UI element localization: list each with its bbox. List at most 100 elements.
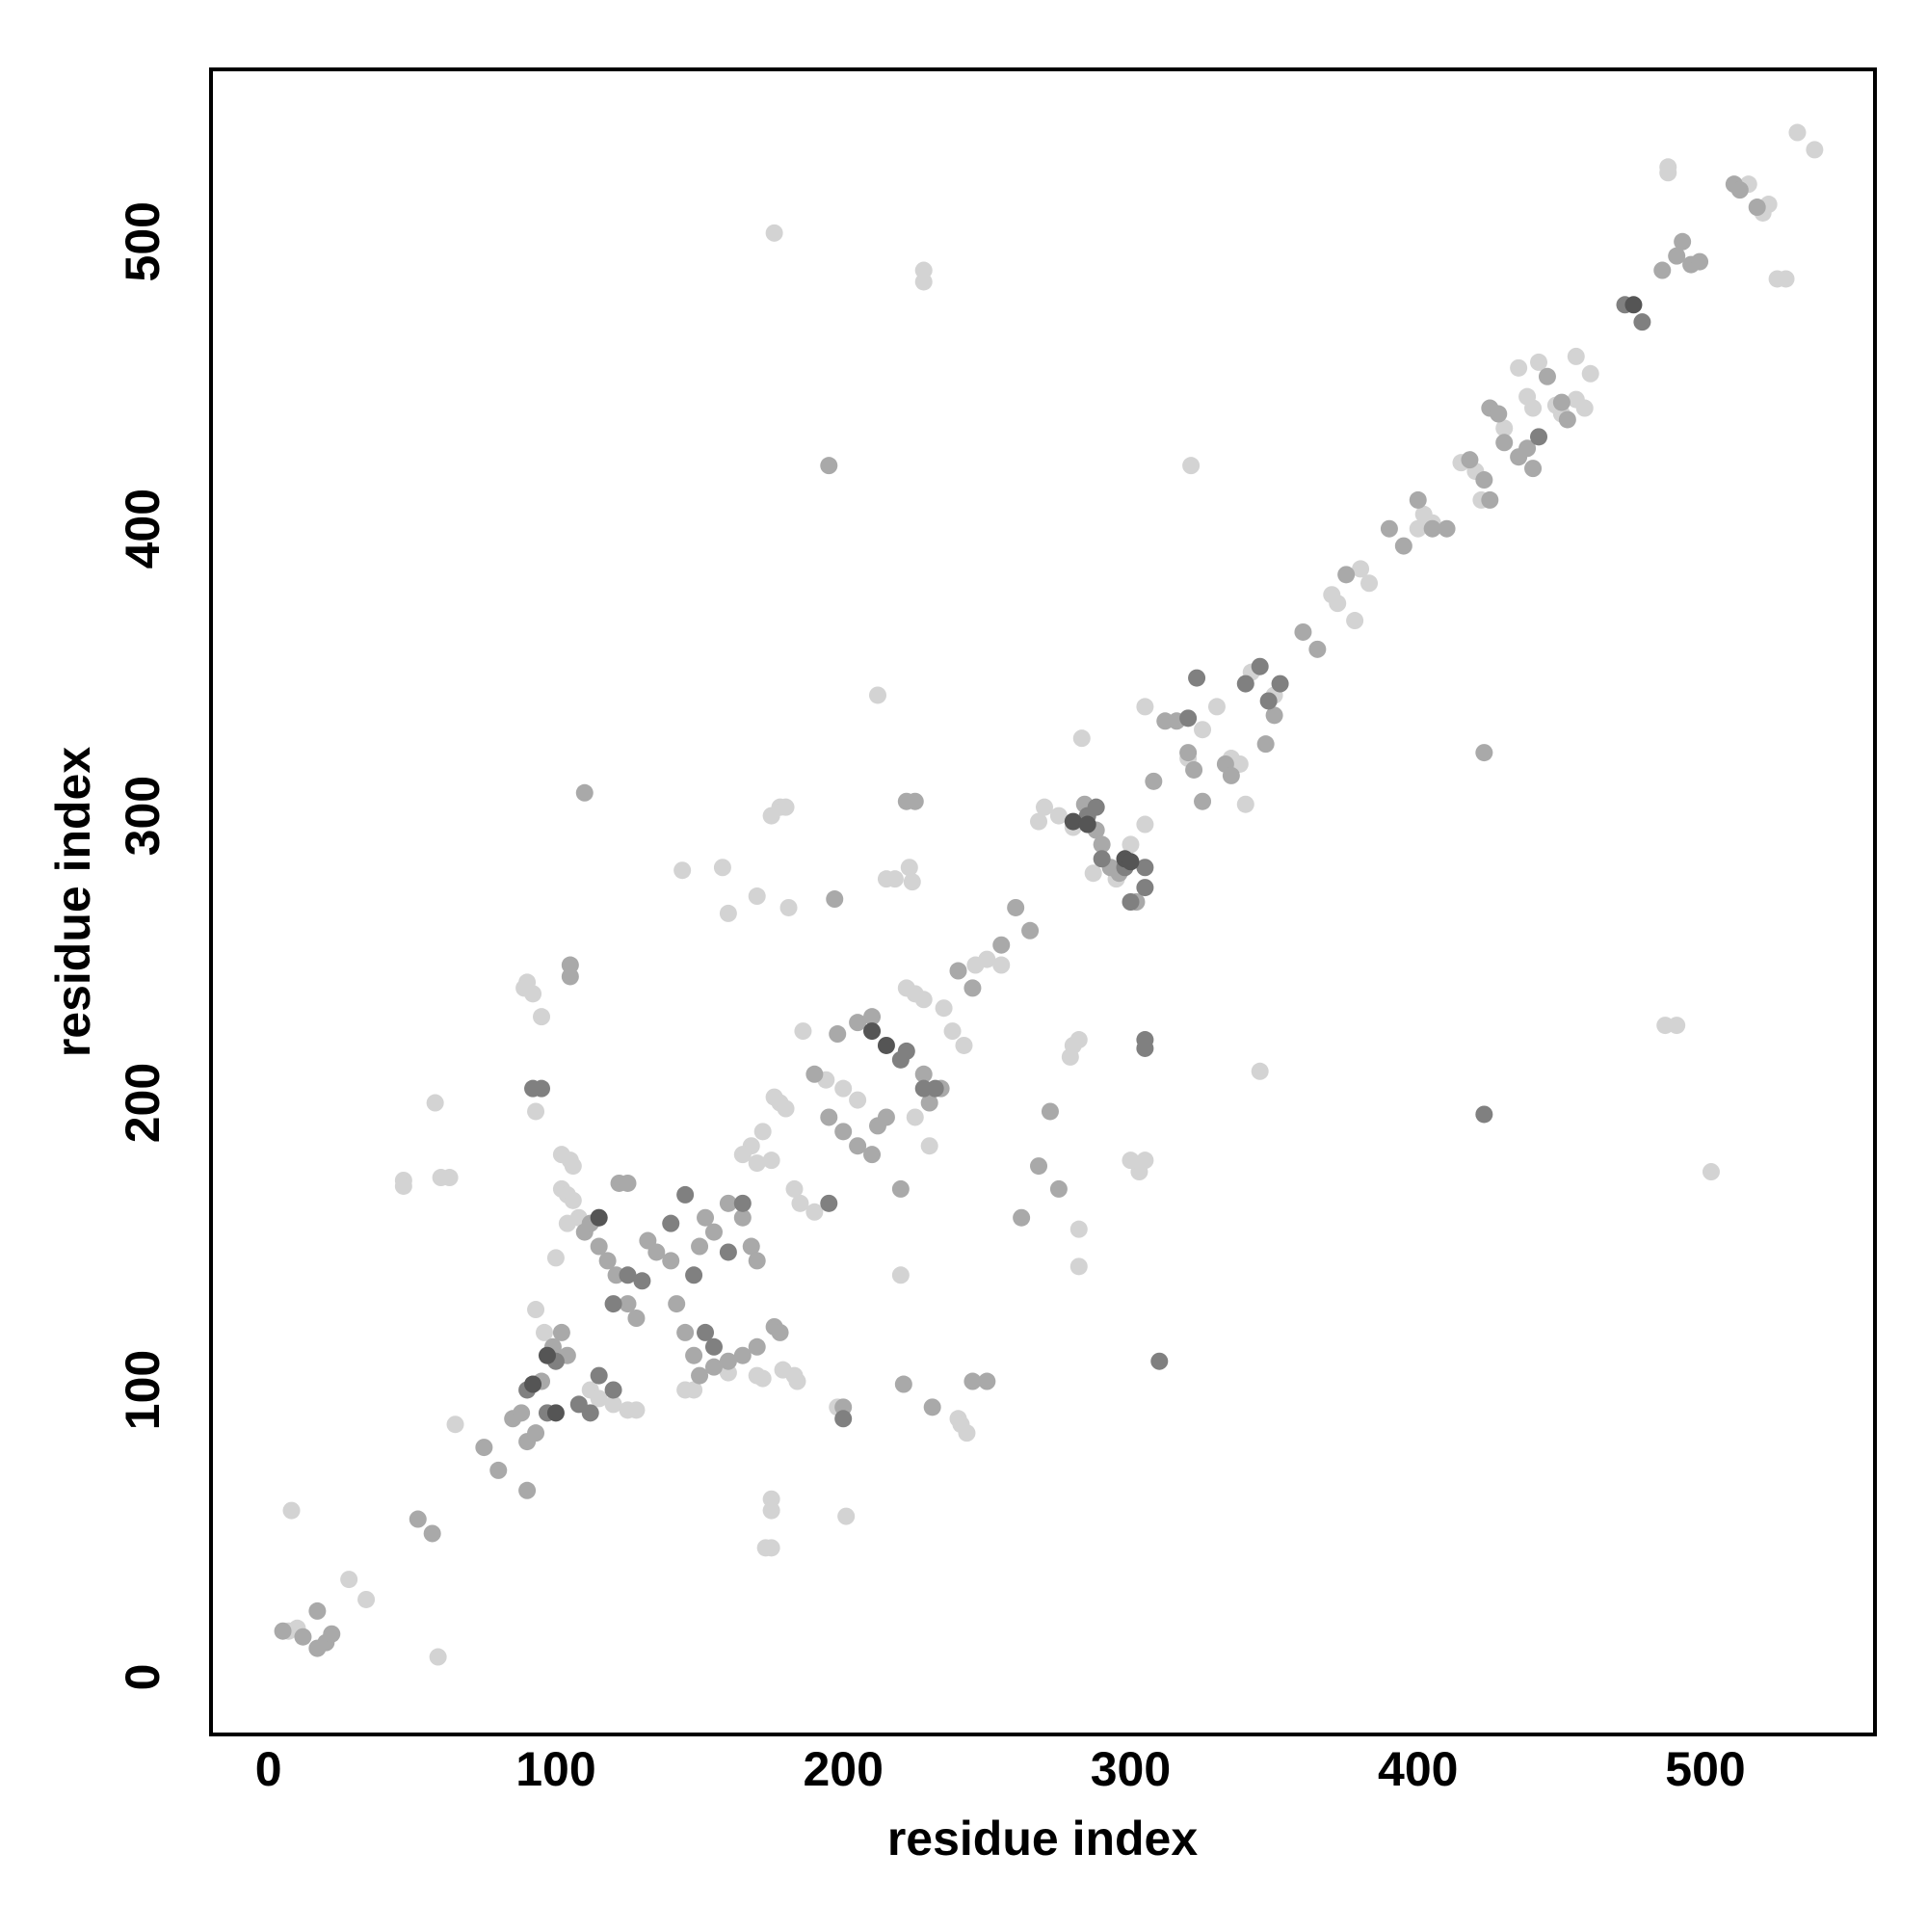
point xyxy=(748,1252,766,1270)
point xyxy=(676,1323,695,1341)
point xyxy=(777,798,795,816)
point xyxy=(1575,399,1594,417)
point xyxy=(923,1398,941,1416)
point xyxy=(1530,428,1548,446)
point xyxy=(426,1094,444,1112)
y-tick-label: 400 xyxy=(116,489,170,569)
point xyxy=(619,1174,637,1192)
point xyxy=(906,792,924,810)
point xyxy=(394,1177,412,1195)
point xyxy=(1352,560,1370,578)
point xyxy=(704,1337,723,1356)
x-tick-label: 0 xyxy=(255,1742,282,1796)
point xyxy=(489,1461,508,1479)
point xyxy=(1136,815,1154,834)
point xyxy=(1668,1017,1686,1035)
point xyxy=(1659,158,1677,176)
point xyxy=(733,1146,752,1164)
point xyxy=(1329,595,1347,613)
point xyxy=(691,1237,709,1256)
point xyxy=(742,1237,760,1256)
point xyxy=(604,1395,622,1414)
point xyxy=(1271,675,1289,693)
point xyxy=(668,1295,686,1313)
point xyxy=(704,1223,723,1241)
y-tick-label: 300 xyxy=(116,776,170,856)
point xyxy=(877,1108,895,1126)
point xyxy=(518,1481,537,1499)
point xyxy=(697,1323,715,1341)
point xyxy=(920,1094,938,1112)
point xyxy=(1518,439,1537,458)
point xyxy=(662,1214,680,1232)
point xyxy=(524,985,542,1003)
point xyxy=(1624,296,1643,314)
point xyxy=(1069,1257,1088,1276)
point xyxy=(1182,457,1201,475)
point xyxy=(704,1358,723,1376)
point xyxy=(1481,490,1499,509)
point xyxy=(1668,247,1686,265)
point xyxy=(535,1323,553,1341)
point xyxy=(826,890,844,909)
point xyxy=(1049,807,1068,825)
point xyxy=(1061,1047,1079,1066)
point xyxy=(765,224,783,242)
point xyxy=(575,783,594,802)
point xyxy=(1438,519,1456,538)
point xyxy=(1691,252,1709,271)
point xyxy=(527,1424,545,1442)
point xyxy=(771,1323,789,1341)
point xyxy=(1581,364,1599,383)
point xyxy=(1150,1352,1169,1370)
point xyxy=(323,1625,341,1643)
point xyxy=(1207,698,1226,716)
point xyxy=(903,873,921,891)
point xyxy=(914,273,933,291)
point xyxy=(1093,850,1111,868)
point xyxy=(1035,798,1053,816)
point xyxy=(820,1108,838,1126)
point xyxy=(564,1157,582,1176)
point xyxy=(1069,1031,1088,1049)
point xyxy=(1136,698,1154,716)
point xyxy=(340,1571,358,1589)
point xyxy=(1145,772,1163,790)
point xyxy=(527,1301,545,1319)
point xyxy=(274,1622,292,1640)
y-tick-label: 500 xyxy=(116,201,170,281)
point xyxy=(1084,864,1102,883)
point xyxy=(590,1208,608,1227)
point xyxy=(1394,537,1412,555)
point xyxy=(894,1375,912,1393)
point xyxy=(762,1539,780,1557)
point xyxy=(1490,405,1508,423)
point xyxy=(1806,141,1824,159)
point xyxy=(955,1036,973,1054)
point xyxy=(849,1137,867,1155)
point xyxy=(992,936,1011,954)
point xyxy=(748,1337,766,1356)
point xyxy=(1524,399,1543,417)
point xyxy=(719,1194,737,1212)
point xyxy=(1510,358,1528,377)
point xyxy=(943,1022,962,1041)
point xyxy=(900,859,918,877)
point xyxy=(1524,460,1543,478)
point xyxy=(1136,879,1154,897)
point xyxy=(1236,675,1254,693)
point xyxy=(546,1249,565,1267)
point xyxy=(762,1151,780,1170)
point xyxy=(552,1323,570,1341)
point xyxy=(685,1346,703,1364)
point xyxy=(533,1008,551,1026)
point xyxy=(906,1108,924,1126)
x-axis-label: residue index xyxy=(887,1812,1199,1866)
point xyxy=(1552,393,1571,411)
point xyxy=(429,1648,447,1666)
point xyxy=(719,904,737,922)
point xyxy=(1136,859,1154,877)
point xyxy=(1475,471,1493,490)
point xyxy=(949,962,967,980)
x-tick-label: 400 xyxy=(1378,1742,1458,1796)
